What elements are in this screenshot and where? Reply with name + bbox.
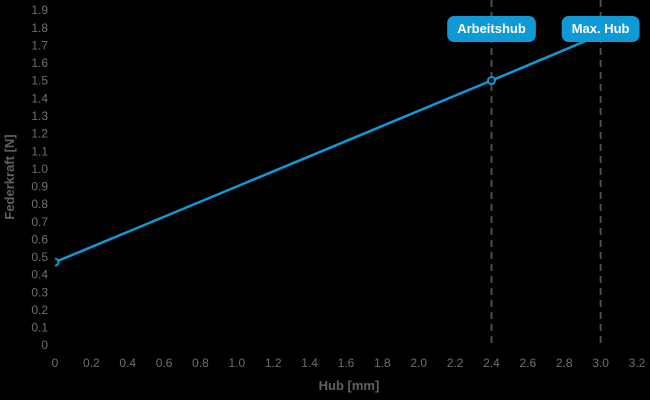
- arbeitshub-badge-box: [447, 16, 536, 42]
- y-tick-label: 0.2: [31, 303, 48, 317]
- y-tick-label: 1.7: [31, 38, 48, 52]
- x-axis-tick-labels: 0 0.2 0.4 0.6 0.8 1.0 1.2 1.4 1.6 1.8 2.0 2.2 2.4 2.6…: [52, 356, 646, 370]
- y-tick-label: 0.9: [31, 180, 48, 194]
- y-tick-label: 0.7: [31, 215, 48, 229]
- y-tick-label: 1.0: [31, 162, 48, 176]
- y-tick-label: 1.5: [31, 74, 48, 88]
- force-line: [54, 33, 602, 264]
- y-tick-label: 0.5: [31, 250, 48, 264]
- arbeitshub-badge-label: Arbeitshub: [457, 21, 526, 36]
- y-tick-label: 0.1: [31, 321, 48, 335]
- x-tick-label: 0.4: [119, 356, 136, 370]
- arbeitshub-badge: Arbeitshub: [447, 16, 536, 42]
- y-tick-label: 0.3: [31, 285, 48, 299]
- y-tick-label: 1.2: [31, 127, 48, 141]
- y-tick-label: 0.4: [31, 268, 48, 282]
- data-point-marker: [487, 76, 496, 86]
- x-tick-label: 1.0: [229, 356, 246, 370]
- x-tick-label: 1.8: [374, 356, 391, 370]
- max-hub-badge: Max. Hub: [561, 16, 640, 42]
- x-tick-label: 3.2: [629, 356, 646, 370]
- x-tick-label: 1.6: [338, 356, 355, 370]
- x-axis-title: Hub [mm]: [319, 378, 380, 393]
- annotation-badges: Arbeitshub Max. Hub: [447, 16, 640, 42]
- y-tick-label: 1.3: [31, 109, 48, 123]
- y-tick-label: 1.4: [31, 91, 48, 105]
- force-line-series: [54, 33, 602, 264]
- data-point-marker: [55, 257, 60, 267]
- x-tick-label: 2.4: [483, 356, 500, 370]
- y-tick-label: 1.8: [31, 21, 48, 35]
- data-point-markers: [55, 76, 496, 267]
- y-axis-tick-labels: 0 0.1 0.2 0.3 0.4 0.5 0.6 0.7 0.8 0.9 1.0 1.1 1.2 1.3…: [31, 3, 48, 352]
- x-tick-label: 2.6: [520, 356, 537, 370]
- y-tick-label: 0.8: [31, 197, 48, 211]
- x-tick-label: 1.4: [301, 356, 318, 370]
- y-tick-label: 1.9: [31, 3, 48, 17]
- x-tick-label: 2.0: [410, 356, 427, 370]
- y-tick-label: 0.6: [31, 232, 48, 246]
- y-tick-label: 1.1: [31, 144, 48, 158]
- annotation-vlines: [490, 0, 602, 345]
- x-tick-label: 0.6: [156, 356, 173, 370]
- y-axis-title: Federkraft [N]: [2, 134, 17, 219]
- y-tick-label: 1.6: [31, 56, 48, 70]
- x-tick-label: 0.2: [83, 356, 100, 370]
- x-tick-label: 3.0: [592, 356, 609, 370]
- x-tick-label: 0: [52, 356, 59, 370]
- x-tick-label: 1.2: [265, 356, 282, 370]
- x-tick-label: 2.2: [447, 356, 464, 370]
- max-hub-badge-box: [561, 16, 640, 42]
- max-hub-badge-label: Max. Hub: [572, 21, 630, 36]
- x-tick-label: 0.8: [192, 356, 209, 370]
- y-tick-label: 0: [41, 338, 48, 352]
- x-tick-label: 2.8: [556, 356, 573, 370]
